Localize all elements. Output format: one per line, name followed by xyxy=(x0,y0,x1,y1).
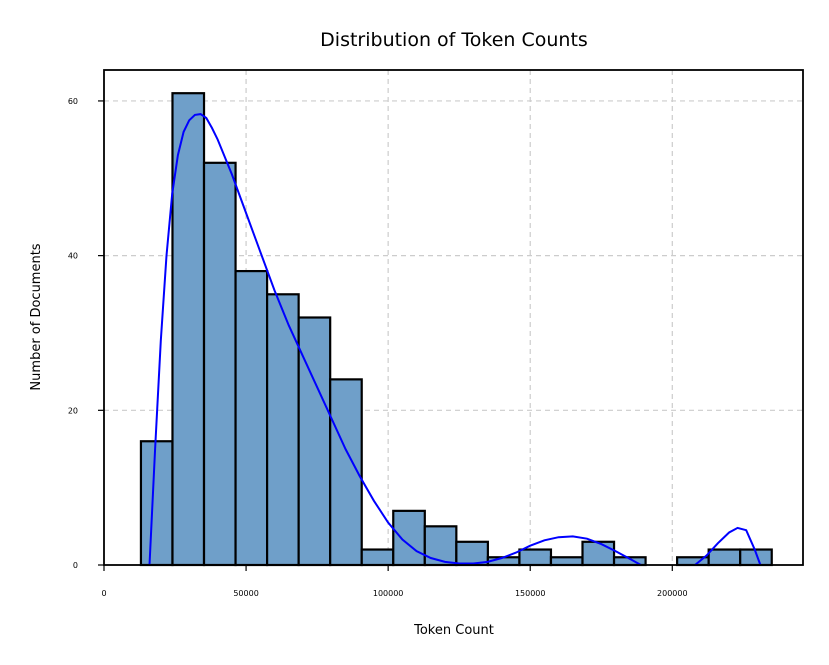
y-tick-label: 60 xyxy=(68,97,78,106)
histogram-bar xyxy=(329,378,363,567)
histogram-bar xyxy=(707,548,742,567)
x-tick-label: 50000 xyxy=(233,589,258,598)
x-axis-label: Token Count xyxy=(413,623,494,638)
histogram-bar xyxy=(518,548,553,567)
histogram-bar xyxy=(139,440,174,567)
histogram-bar xyxy=(234,269,269,567)
histogram-bar xyxy=(581,540,616,567)
histogram-bar xyxy=(549,556,584,567)
x-tick-label: 100000 xyxy=(373,589,404,598)
y-tick-label: 20 xyxy=(68,406,78,415)
x-tick-label: 200000 xyxy=(657,589,688,598)
histogram-bar xyxy=(392,509,426,567)
y-axis-label: Number of Documents xyxy=(29,243,44,390)
histogram-bar xyxy=(297,316,332,567)
histogram-bar xyxy=(423,525,458,567)
plot-frame xyxy=(103,69,804,566)
x-tick-label: 150000 xyxy=(515,589,546,598)
kde-curve-group xyxy=(148,113,762,566)
kde-curve xyxy=(694,526,762,566)
histogram-bar xyxy=(202,161,237,567)
histogram-bars xyxy=(139,92,773,567)
y-tick-label: 0 xyxy=(73,561,78,570)
histogram-bar xyxy=(360,548,395,567)
axis-ticks: 0 50000 100000 150000 200000 0 20 40 60 xyxy=(68,97,688,598)
kde-curve xyxy=(148,113,642,566)
x-tick-label: 0 xyxy=(101,589,106,598)
chart-title: Distribution of Token Counts xyxy=(320,29,588,51)
y-tick-label: 40 xyxy=(68,252,78,261)
